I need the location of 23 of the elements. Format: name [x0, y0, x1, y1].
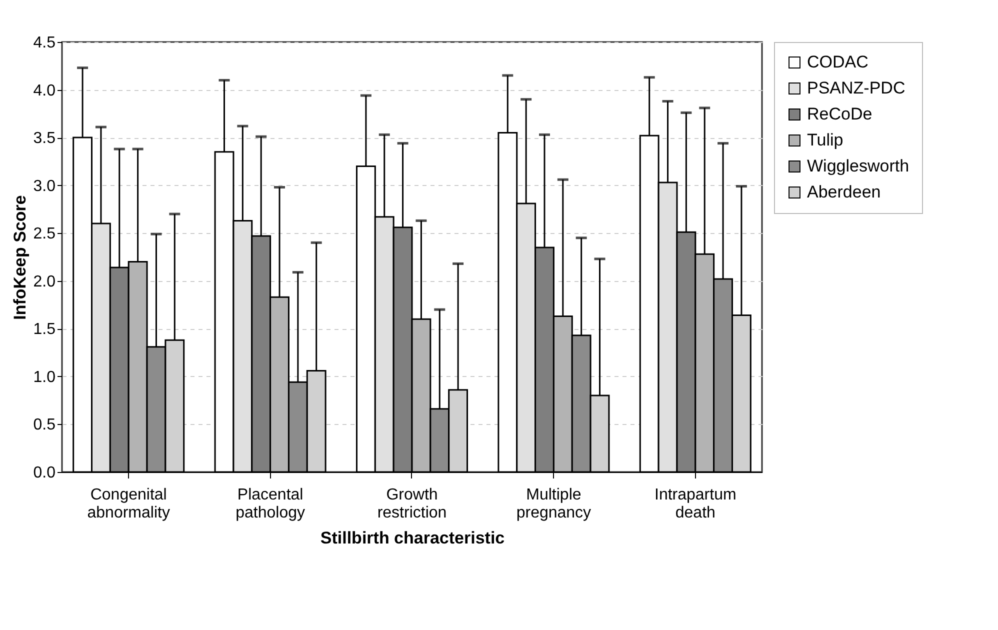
y-tick-label: 0.5 — [33, 416, 56, 434]
y-tick-label: 3.0 — [33, 178, 56, 195]
y-tick-label: 2.0 — [33, 273, 56, 290]
y-tick-label: 0.0 — [33, 464, 56, 482]
x-tick-label: Congenital abnormality — [87, 486, 170, 522]
y-axis-title: InfoKeep Score — [10, 195, 30, 320]
y-tick-label: 2.5 — [33, 226, 56, 243]
x-tick-label: Growth restriction — [377, 486, 447, 522]
y-tick-label: 3.5 — [33, 130, 56, 148]
legend-label: Aberdeen — [807, 182, 881, 202]
y-tick-label: 1.0 — [33, 368, 56, 386]
x-axis-title: Stillbirth characteristic — [320, 528, 505, 548]
x-tick-label: Multiple pregnancy — [516, 486, 592, 522]
y-tick-label: 4.0 — [33, 82, 56, 100]
legend-label: Tulip — [807, 130, 844, 150]
y-tick-label: 1.5 — [33, 321, 56, 338]
y-tick-label: 4.5 — [33, 34, 56, 52]
x-tick-label: Placental pathology — [236, 486, 305, 522]
legend-label: CODAC — [807, 52, 868, 72]
x-tick-label: Intrapartum death — [654, 486, 736, 522]
legend-label: PSANZ-PDC — [807, 78, 906, 98]
legend-label: Wigglesworth — [807, 156, 910, 176]
legend-label: ReCoDe — [807, 104, 872, 124]
